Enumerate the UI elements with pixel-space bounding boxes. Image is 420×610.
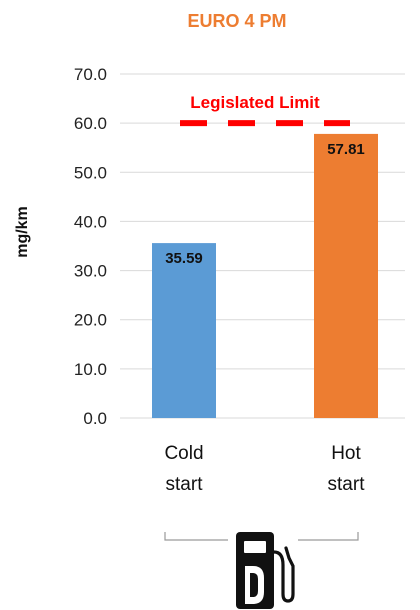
diesel-fuel-pump-icon	[236, 532, 295, 609]
y-tick-label: 20.0	[74, 311, 107, 330]
bars: 35.59 57.81	[152, 133, 378, 418]
y-tick-label: 50.0	[74, 163, 107, 182]
bar	[314, 133, 378, 418]
limit-label: Legislated Limit	[190, 93, 320, 112]
data-label: 57.81	[327, 141, 365, 158]
y-axis-label: mg/km	[14, 206, 31, 258]
bar	[152, 243, 216, 418]
y-tick-label: 60.0	[74, 114, 107, 133]
category-bracket	[164, 532, 359, 541]
data-label: 35.59	[165, 250, 203, 267]
y-axis-ticks: 0.0 10.0 20.0 30.0 40.0 50.0 60.0 70.0	[74, 65, 107, 428]
category-label: start	[328, 474, 366, 495]
x-axis-categories: Cold start Hot start	[164, 443, 365, 495]
y-tick-label: 10.0	[74, 360, 107, 379]
y-tick-label: 40.0	[74, 212, 107, 231]
y-tick-label: 30.0	[74, 262, 107, 281]
category-label: start	[166, 474, 204, 495]
category-label: Hot	[331, 443, 361, 464]
category-label: Cold	[164, 443, 203, 464]
legislated-limit: Legislated Limit	[180, 93, 350, 127]
y-tick-label: 70.0	[74, 65, 107, 84]
chart-title: EURO 4 PM	[187, 11, 286, 31]
y-tick-label: 0.0	[83, 409, 107, 428]
